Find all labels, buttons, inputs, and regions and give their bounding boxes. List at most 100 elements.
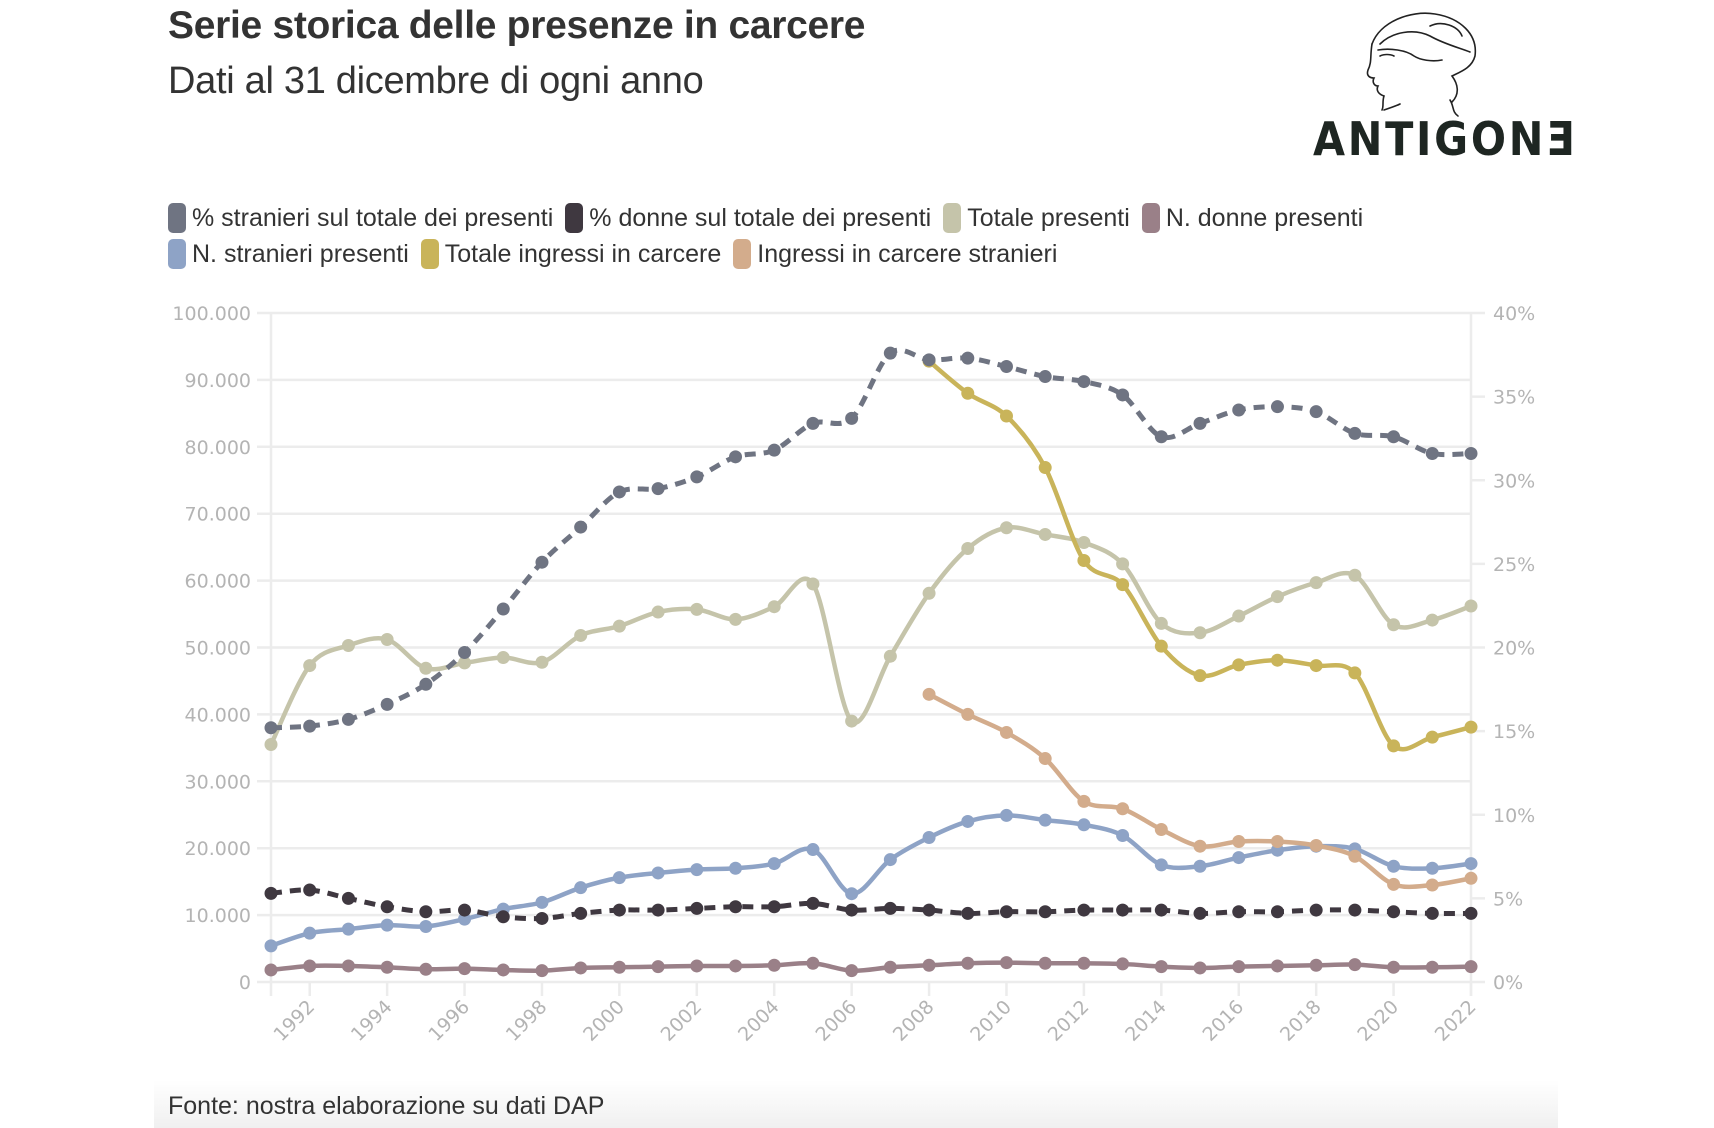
x-tick-label: 2000 — [579, 996, 629, 1046]
y-left-tick-label: 90.000 — [185, 370, 251, 392]
data-point — [1387, 739, 1401, 753]
data-point — [1038, 461, 1052, 475]
y-left-tick-label: 60.000 — [185, 571, 251, 593]
data-point — [806, 577, 820, 591]
data-point — [806, 956, 820, 970]
data-point — [1077, 818, 1091, 832]
data-point — [1464, 906, 1478, 920]
data-point — [806, 416, 820, 430]
data-point — [1232, 960, 1246, 974]
data-point — [419, 919, 433, 933]
data-point — [1309, 903, 1323, 917]
data-point — [690, 959, 704, 973]
data-point — [535, 895, 549, 909]
data-point — [341, 891, 355, 905]
legend-item[interactable]: % stranieri sul totale dei presenti — [168, 203, 553, 233]
data-point — [1387, 877, 1401, 891]
data-point — [1232, 658, 1246, 672]
data-point — [496, 602, 510, 616]
x-tick-label: 1992 — [269, 996, 319, 1046]
data-point — [1425, 906, 1439, 920]
x-tick-label: 2020 — [1353, 996, 1403, 1046]
legend-item[interactable]: % donne sul totale dei presenti — [565, 203, 931, 233]
data-point — [961, 386, 975, 400]
data-point — [303, 659, 317, 673]
data-point — [1154, 960, 1168, 974]
data-point — [690, 901, 704, 915]
legend-item[interactable]: N. stranieri presenti — [168, 239, 409, 269]
data-point — [1154, 639, 1168, 653]
legend-item[interactable]: Ingressi in carcere stranieri — [733, 239, 1057, 269]
data-point — [341, 922, 355, 936]
series-line — [270, 813, 1472, 949]
data-point — [845, 714, 859, 728]
data-point — [458, 903, 472, 917]
data-point — [767, 857, 781, 871]
data-point — [1116, 957, 1130, 971]
data-point — [1387, 430, 1401, 444]
data-point — [845, 411, 859, 425]
legend-swatch — [420, 239, 439, 269]
data-point — [1309, 839, 1323, 853]
legend-item[interactable]: Totale presenti — [943, 203, 1130, 233]
data-point — [264, 721, 278, 735]
data-point — [303, 719, 317, 733]
data-point — [1193, 669, 1207, 683]
data-point — [883, 960, 897, 974]
data-point — [999, 409, 1013, 423]
data-point — [845, 903, 859, 917]
data-point — [767, 958, 781, 972]
data-point — [612, 619, 626, 633]
data-point — [612, 903, 626, 917]
data-point — [1270, 959, 1284, 973]
data-point — [1348, 903, 1362, 917]
legend-label: N. donne presenti — [1165, 203, 1364, 232]
data-point — [458, 962, 472, 976]
x-tick-label: 1998 — [502, 996, 552, 1046]
data-point — [1193, 906, 1207, 920]
legend-row-2: N. stranieri presenti Totale ingressi in… — [168, 236, 1568, 272]
data-point — [535, 964, 549, 978]
data-point — [380, 632, 394, 646]
y-right-tick-label: 20% — [1493, 638, 1535, 660]
data-point — [612, 960, 626, 974]
data-point — [1077, 903, 1091, 917]
data-point — [1154, 430, 1168, 444]
data-point — [1038, 905, 1052, 919]
data-point — [999, 905, 1013, 919]
y-left-tick-label: 100.000 — [172, 303, 251, 325]
x-tick-label: 2008 — [889, 996, 939, 1046]
data-point — [1425, 730, 1439, 744]
data-point — [1232, 851, 1246, 865]
data-point — [767, 900, 781, 914]
series-line — [928, 692, 1472, 890]
data-point — [574, 628, 588, 642]
data-point — [1232, 905, 1246, 919]
data-point — [690, 863, 704, 877]
data-point — [419, 905, 433, 919]
y-right-tick-label: 5% — [1493, 888, 1523, 910]
y-left-tick-label: 70.000 — [185, 504, 251, 526]
y-left-tick-label: 50.000 — [185, 638, 251, 660]
data-point — [1348, 849, 1362, 863]
data-point — [961, 541, 975, 555]
legend-item[interactable]: N. donne presenti — [1141, 203, 1364, 233]
data-point — [1425, 446, 1439, 460]
y-right-tick-label: 35% — [1493, 387, 1535, 409]
legend-label: N. stranieri presenti — [192, 239, 409, 268]
x-tick-label: 2018 — [1276, 996, 1326, 1046]
data-point — [1348, 426, 1362, 440]
legend-item[interactable]: Totale ingressi in carcere — [420, 239, 721, 269]
series-line — [270, 347, 1472, 731]
y-left-tick-label: 40.000 — [185, 704, 251, 726]
data-point — [1038, 813, 1052, 827]
antigone-head-logo-icon — [1366, 12, 1477, 117]
data-point — [1309, 659, 1323, 673]
data-point — [729, 612, 743, 626]
x-tick-label: 1996 — [424, 996, 474, 1046]
y-left-tick-label: 30.000 — [185, 771, 251, 793]
data-point — [961, 956, 975, 970]
data-point — [1270, 905, 1284, 919]
data-point — [1464, 857, 1478, 871]
